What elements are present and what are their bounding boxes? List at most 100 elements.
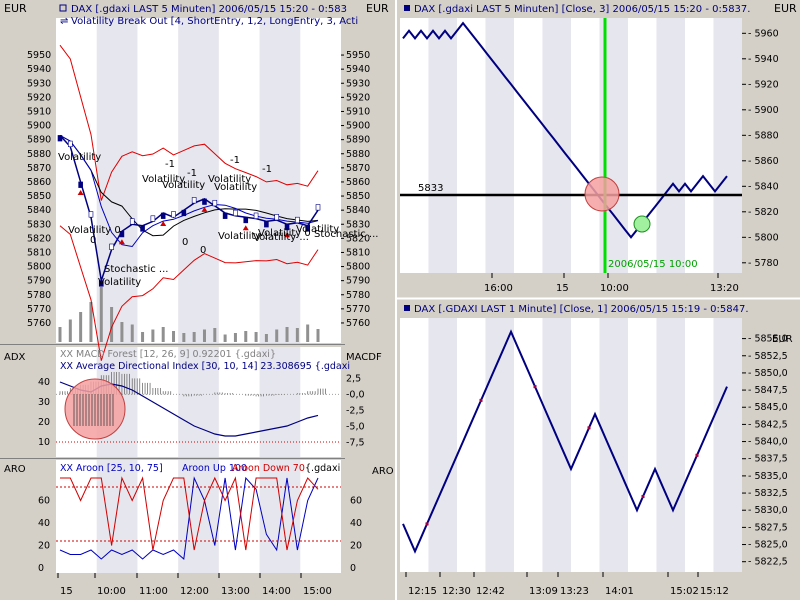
left-volume-bar-24 [306,324,310,342]
left-price-ytick-right-3: 5920 [346,92,370,103]
right-bottom-ytick-3: - 5847,5 [748,385,788,396]
right-bottom-ytick-12: - 5825,0 [748,540,788,551]
right-top-ytick-4: - 5880 [748,130,779,141]
left-signal-arrow-2 [77,189,84,195]
right-top-right-unit-label: EUR [774,2,797,15]
left-annotation-15: 0 [200,245,206,256]
left-volume-bar-6 [120,322,124,342]
left-price-ytick-left-1: 5940 [27,64,51,75]
left-aroon-ytick-left-0: 60 [38,496,50,507]
right-top-cursor-label: 2006/05/15 10:00 [608,259,698,270]
right-bottom-ytick-7: - 5837,5 [748,454,788,465]
left-price-ytick-left-14: 5810 [27,247,51,258]
right-top-ytick-9: - 5780 [748,258,779,269]
left-price-ytick-left-19: 5760 [27,318,51,329]
left-candle-11 [171,211,176,218]
left-price-ytick-right-15: 5800 [346,262,370,273]
left-price-ytick-right-2: 5930 [346,78,370,89]
left-price-band-1 [96,18,138,343]
left-candle-21 [274,214,280,221]
left-annotations: VolatilityVolatilityVolatilityVolatility… [58,152,378,288]
left-volume-bar-18 [244,331,248,342]
right-top-green-marker [633,215,651,233]
left-macd-yticks: 40 30 20 10 2,5 -0,0 -2,5 -5,0 -7,5 [38,373,365,448]
left-candle-0 [57,135,63,142]
left-price-ytick-left-8: 5870 [27,163,51,174]
left-annotation-12: Stochastic ... [314,229,378,240]
right-bottom-xlabel-0: 12:15 [408,586,437,597]
right-bottom-ytick-11: - 5827,5 [748,522,788,533]
left-signal-arrow-6 [118,239,125,245]
left-price-ytick-right-13: 5820 [346,233,370,244]
right-bottom-xlabel-4: 13:23 [560,586,589,597]
left-price-subtitle: Volatility Break Out [4, ShortEntry, 1,2… [71,16,358,27]
left-adx-legend: XX Average Directional Index [30, 10, 14… [60,361,350,372]
left-macd-ytick-left-0: 40 [38,377,50,388]
right-bottom-band-5 [542,318,571,572]
left-bollinger-upper [59,44,319,201]
left-annotation-2: Volatility [162,180,205,191]
left-candle-23 [295,216,300,224]
right-bottom-xlabel-7: 15:12 [700,586,729,597]
right-top-band-5 [542,18,571,273]
left-price-ytick-left-9: 5860 [27,177,51,188]
left-candle-17 [233,209,238,217]
left-macd-band-5 [259,347,301,457]
left-signal-arrow-10 [160,220,167,226]
right-bottom-marker-13 [479,398,483,402]
left-aroon-band-3 [178,460,219,573]
right-bottom-ytick-9: - 5832,5 [748,488,788,499]
left-aroon-ytick-right-3: 0 [350,563,356,574]
right-bottom-ytick-10: - 5830,0 [748,505,788,516]
right-top-ytick-7: - 5820 [748,207,779,218]
left-aroon-ytick-left-3: 0 [38,563,44,574]
left-macd-unit-label: ADX [4,352,26,363]
left-price-ytick-right-18: 5770 [346,304,370,315]
left-price-ytick-left-13: 5820 [27,233,51,244]
left-aroon-legend-prefix: XX Aroon [25, 10, 75] [60,463,163,474]
left-annotation-18: -1 [230,155,240,166]
left-candle-10 [160,212,166,219]
left-price-ytick-right-19: 5760 [346,318,370,329]
left-price-legend-icon [59,4,67,12]
right-bottom-marker-22 [533,385,537,389]
left-signal-arrow-22 [284,232,291,238]
right-bottom-marker-40 [641,494,645,498]
right-top-highlight-circle [584,176,620,212]
left-annotation-1: Volatility [142,174,185,185]
right-bottom-yticks: - 5855,0 - 5852,5 - 5850,0 - 5847,5 - 5845,0… [742,334,788,568]
right-bottom-xlabel-1: 12:30 [442,586,471,597]
right-top-band-1 [428,18,457,273]
left-volume-bar-12 [182,333,186,342]
left-aroon-legend-suffix: {.gdaxi [305,463,340,474]
right-bottom-xlabel-3: 13:09 [529,586,558,597]
left-volume-bar-15 [213,328,217,342]
right-bottom-band-3 [485,318,514,572]
left-price-ytick-left-6: 5890 [27,135,51,146]
left-candle-7 [129,218,135,225]
left-volume-bar-5 [110,307,114,342]
left-price-subtitle-icon: ⇌ [60,16,68,27]
left-signal-arrow-18 [242,225,249,231]
left-candle-3 [88,211,94,218]
left-volume-bar-11 [172,331,176,342]
right-bottom-price-line [402,329,728,554]
right-bottom-marker-49 [695,453,699,457]
left-volume-bar-20 [264,334,268,342]
right-bottom-ytick-2: - 5850,0 [748,368,788,379]
right-bottom-band-1 [428,318,457,572]
right-bottom-xlabel-6: 15:02 [670,586,699,597]
left-annotation-14: 0 [182,237,188,248]
left-price-ytick-right-17: 5780 [346,290,370,301]
left-price-ytick-right-12: 5830 [346,219,370,230]
left-candle-12 [181,209,187,217]
left-price-ytick-left-10: 5850 [27,191,51,202]
left-price-band-3 [178,18,219,343]
left-xlabel-3: 12:00 [180,586,209,597]
left-price-title: DAX [.gdaxi LAST 5 Minuten] 2006/05/15 1… [71,4,347,15]
left-macd-ytick-left-1: 30 [38,397,50,408]
left-aroon-ytick-right-0: 60 [350,496,362,507]
left-price-bands [96,18,301,343]
right-top-yticks: - 5960 - 5940 - 5920 - 5900 - 5880 - 5860 - 58… [742,28,779,269]
